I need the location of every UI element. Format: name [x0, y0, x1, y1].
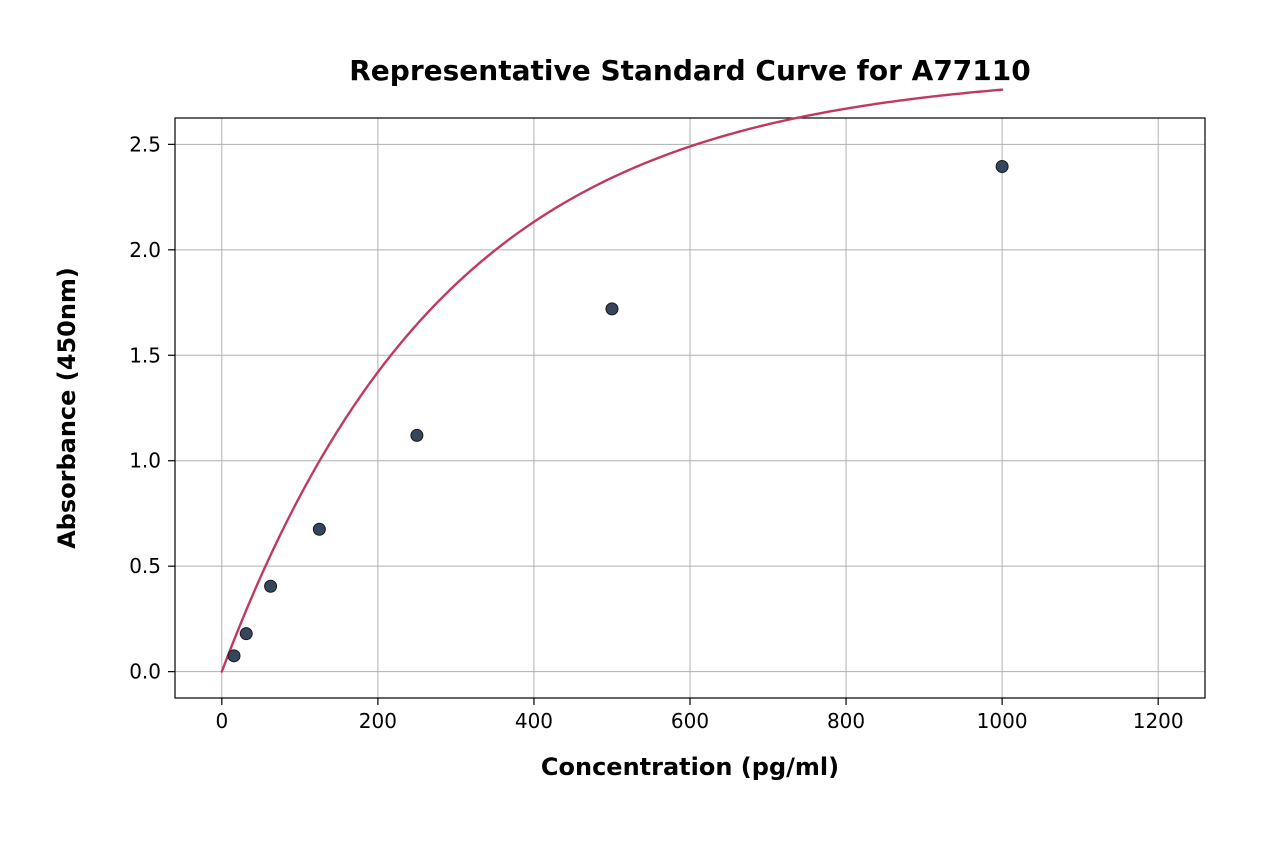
data-point	[411, 429, 423, 441]
data-point	[265, 580, 277, 592]
x-tick-label: 1000	[977, 709, 1028, 733]
y-tick-label: 2.5	[129, 132, 161, 156]
data-point	[313, 523, 325, 535]
data-point	[606, 303, 618, 315]
x-tick-label: 1200	[1133, 709, 1184, 733]
data-point	[996, 161, 1008, 173]
y-tick-label: 0.5	[129, 554, 161, 578]
standard-curve-chart: 0 200 400 600 800 1000 1200 0.0 0.5 1.0 1.5 2.0 2.5 R…	[0, 0, 1280, 845]
x-tick-label: 400	[515, 709, 553, 733]
x-axis-label: Concentration (pg/ml)	[541, 753, 839, 781]
x-tick-label: 800	[827, 709, 865, 733]
y-tick-label: 0.0	[129, 660, 161, 684]
y-axis-label: Absorbance (450nm)	[53, 267, 81, 549]
data-point	[240, 628, 252, 640]
y-tick-label: 2.0	[129, 238, 161, 262]
y-tick-label: 1.5	[129, 343, 161, 367]
x-tick-label: 600	[671, 709, 709, 733]
data-point	[228, 650, 240, 662]
x-tick-label: 200	[359, 709, 397, 733]
chart-background	[0, 0, 1280, 845]
chart-title: Representative Standard Curve for A77110	[349, 54, 1031, 87]
y-tick-label: 1.0	[129, 449, 161, 473]
x-tick-label: 0	[215, 709, 228, 733]
chart-container: 0 200 400 600 800 1000 1200 0.0 0.5 1.0 1.5 2.0 2.5 R…	[0, 0, 1280, 845]
